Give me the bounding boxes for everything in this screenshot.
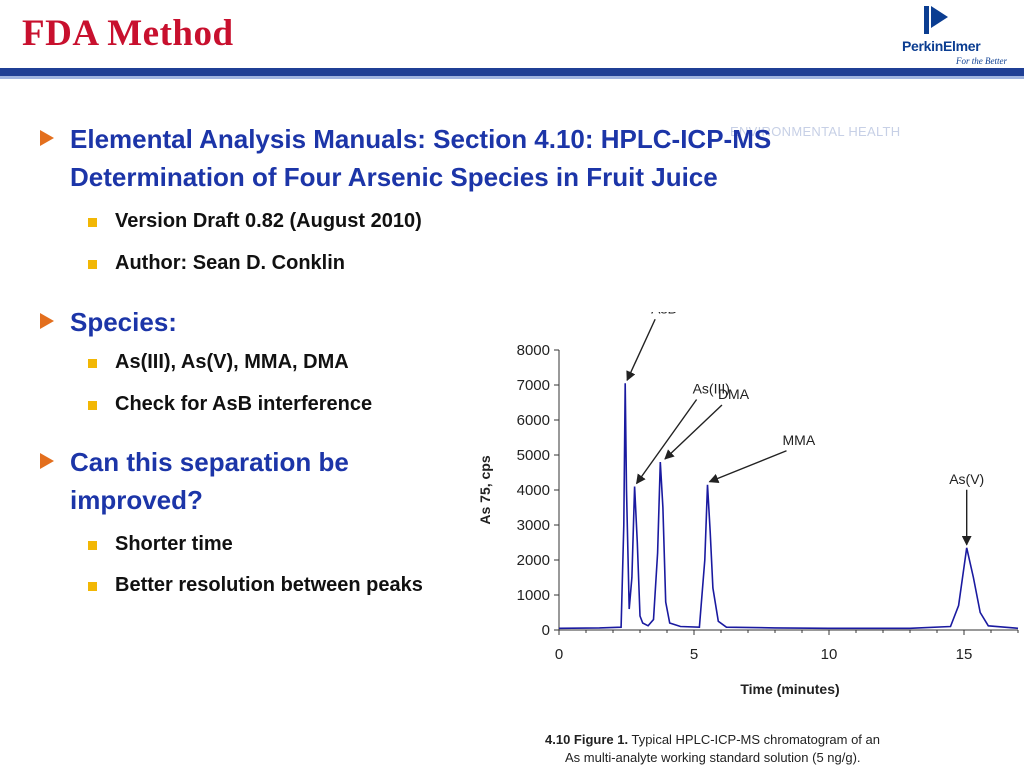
- peak-arrow: [664, 404, 723, 460]
- bullet-heading-2: Species:: [70, 307, 177, 337]
- y-tick-label: 6000: [517, 412, 550, 429]
- header-rule-accent: [0, 76, 1024, 79]
- chromatogram-chart: 0 1000 2000 3000 4000 5000 6000 7000 8000 0 5 10 15…: [477, 312, 1019, 765]
- peak-arrow: [708, 450, 787, 484]
- bullet-arrow-icon: [40, 313, 54, 329]
- bullet-heading-3: Can this separation be improved?: [70, 443, 349, 519]
- peak-label: AsB: [651, 312, 677, 316]
- bullet-heading-3-line2: improved?: [70, 485, 203, 515]
- bullet-arrow-icon: [40, 130, 54, 146]
- sub-bullet: As(III), As(V), MMA, DMA: [115, 351, 349, 373]
- sub-bullet: Shorter time: [115, 533, 233, 555]
- figure-caption-number: 4.10 Figure 1.: [545, 732, 628, 747]
- bullet-heading-1-line1: Elemental Analysis Manuals: Section 4.10…: [70, 124, 772, 154]
- division-label: ENVIRONMENTAL HEALTH: [730, 124, 901, 139]
- figure-caption-line1: 4.10 Figure 1. Typical HPLC-ICP-MS chrom…: [545, 732, 880, 747]
- peak-label: As(III): [693, 381, 730, 397]
- peak-arrow: [626, 318, 656, 382]
- sub-bullet: Version Draft 0.82 (August 2010): [115, 210, 422, 232]
- peak-annotations: AsB As(III)DMA MMA As(V): [626, 312, 984, 546]
- x-axis-label: Time (minutes): [740, 681, 839, 697]
- square-bullet-icon: [88, 401, 97, 410]
- y-tick-label: 5000: [517, 447, 550, 464]
- chart-axes: [558, 350, 1018, 631]
- y-tick-label: 4000: [517, 482, 550, 499]
- logo-name: PerkinElmer: [902, 38, 981, 54]
- y-tick-label: 2000: [517, 552, 550, 569]
- y-tick-label: 7000: [517, 377, 550, 394]
- square-bullet-icon: [88, 541, 97, 550]
- sub-bullet: Better resolution between peaks: [115, 574, 423, 596]
- bullet-heading-1-line2: Determination of Four Arsenic Species in…: [70, 162, 718, 192]
- figure-caption-text: Typical HPLC-ICP-MS chromatogram of an: [628, 732, 880, 747]
- y-axis-label: As 75, cps: [477, 455, 493, 524]
- bullet-arrow-icon: [40, 453, 54, 469]
- bullet-heading-3-line1: Can this separation be: [70, 447, 349, 477]
- x-tick-label: 0: [555, 646, 563, 663]
- peak-label: MMA: [783, 432, 816, 448]
- y-tick-label: 1000: [517, 587, 550, 604]
- figure-caption-line2: As multi-analyte working standard soluti…: [565, 750, 861, 765]
- x-tick-label: 5: [690, 646, 698, 663]
- perkinelmer-logo: PerkinElmer For the Better: [896, 4, 1016, 68]
- peak-label: As(V): [949, 471, 984, 487]
- y-tick-label: 0: [542, 622, 550, 639]
- y-axis-ticks: 0 1000 2000 3000 4000 5000 6000 7000 8000: [517, 342, 559, 639]
- y-tick-label: 8000: [517, 342, 550, 359]
- peak-label: DMA: [718, 386, 750, 402]
- x-axis-ticks: 0 5 10 15: [555, 630, 1019, 663]
- slide-title: FDA Method: [22, 13, 234, 54]
- square-bullet-icon: [88, 582, 97, 591]
- logo-tagline: For the Better: [956, 56, 1007, 66]
- square-bullet-icon: [88, 218, 97, 227]
- square-bullet-icon: [88, 260, 97, 269]
- square-bullet-icon: [88, 359, 97, 368]
- x-tick-label: 15: [956, 646, 973, 663]
- bullet-heading-1: Elemental Analysis Manuals: Section 4.10…: [70, 120, 771, 196]
- header-rule: [0, 68, 1024, 76]
- perkinelmer-logo-icon: [924, 6, 948, 34]
- chromatogram-trace: [558, 383, 1019, 630]
- x-tick-label: 10: [821, 646, 838, 663]
- peak-arrow: [636, 399, 698, 485]
- y-tick-label: 3000: [517, 517, 550, 534]
- sub-bullet: Check for AsB interference: [115, 393, 373, 415]
- sub-bullet: Author: Sean D. Conklin: [115, 252, 345, 274]
